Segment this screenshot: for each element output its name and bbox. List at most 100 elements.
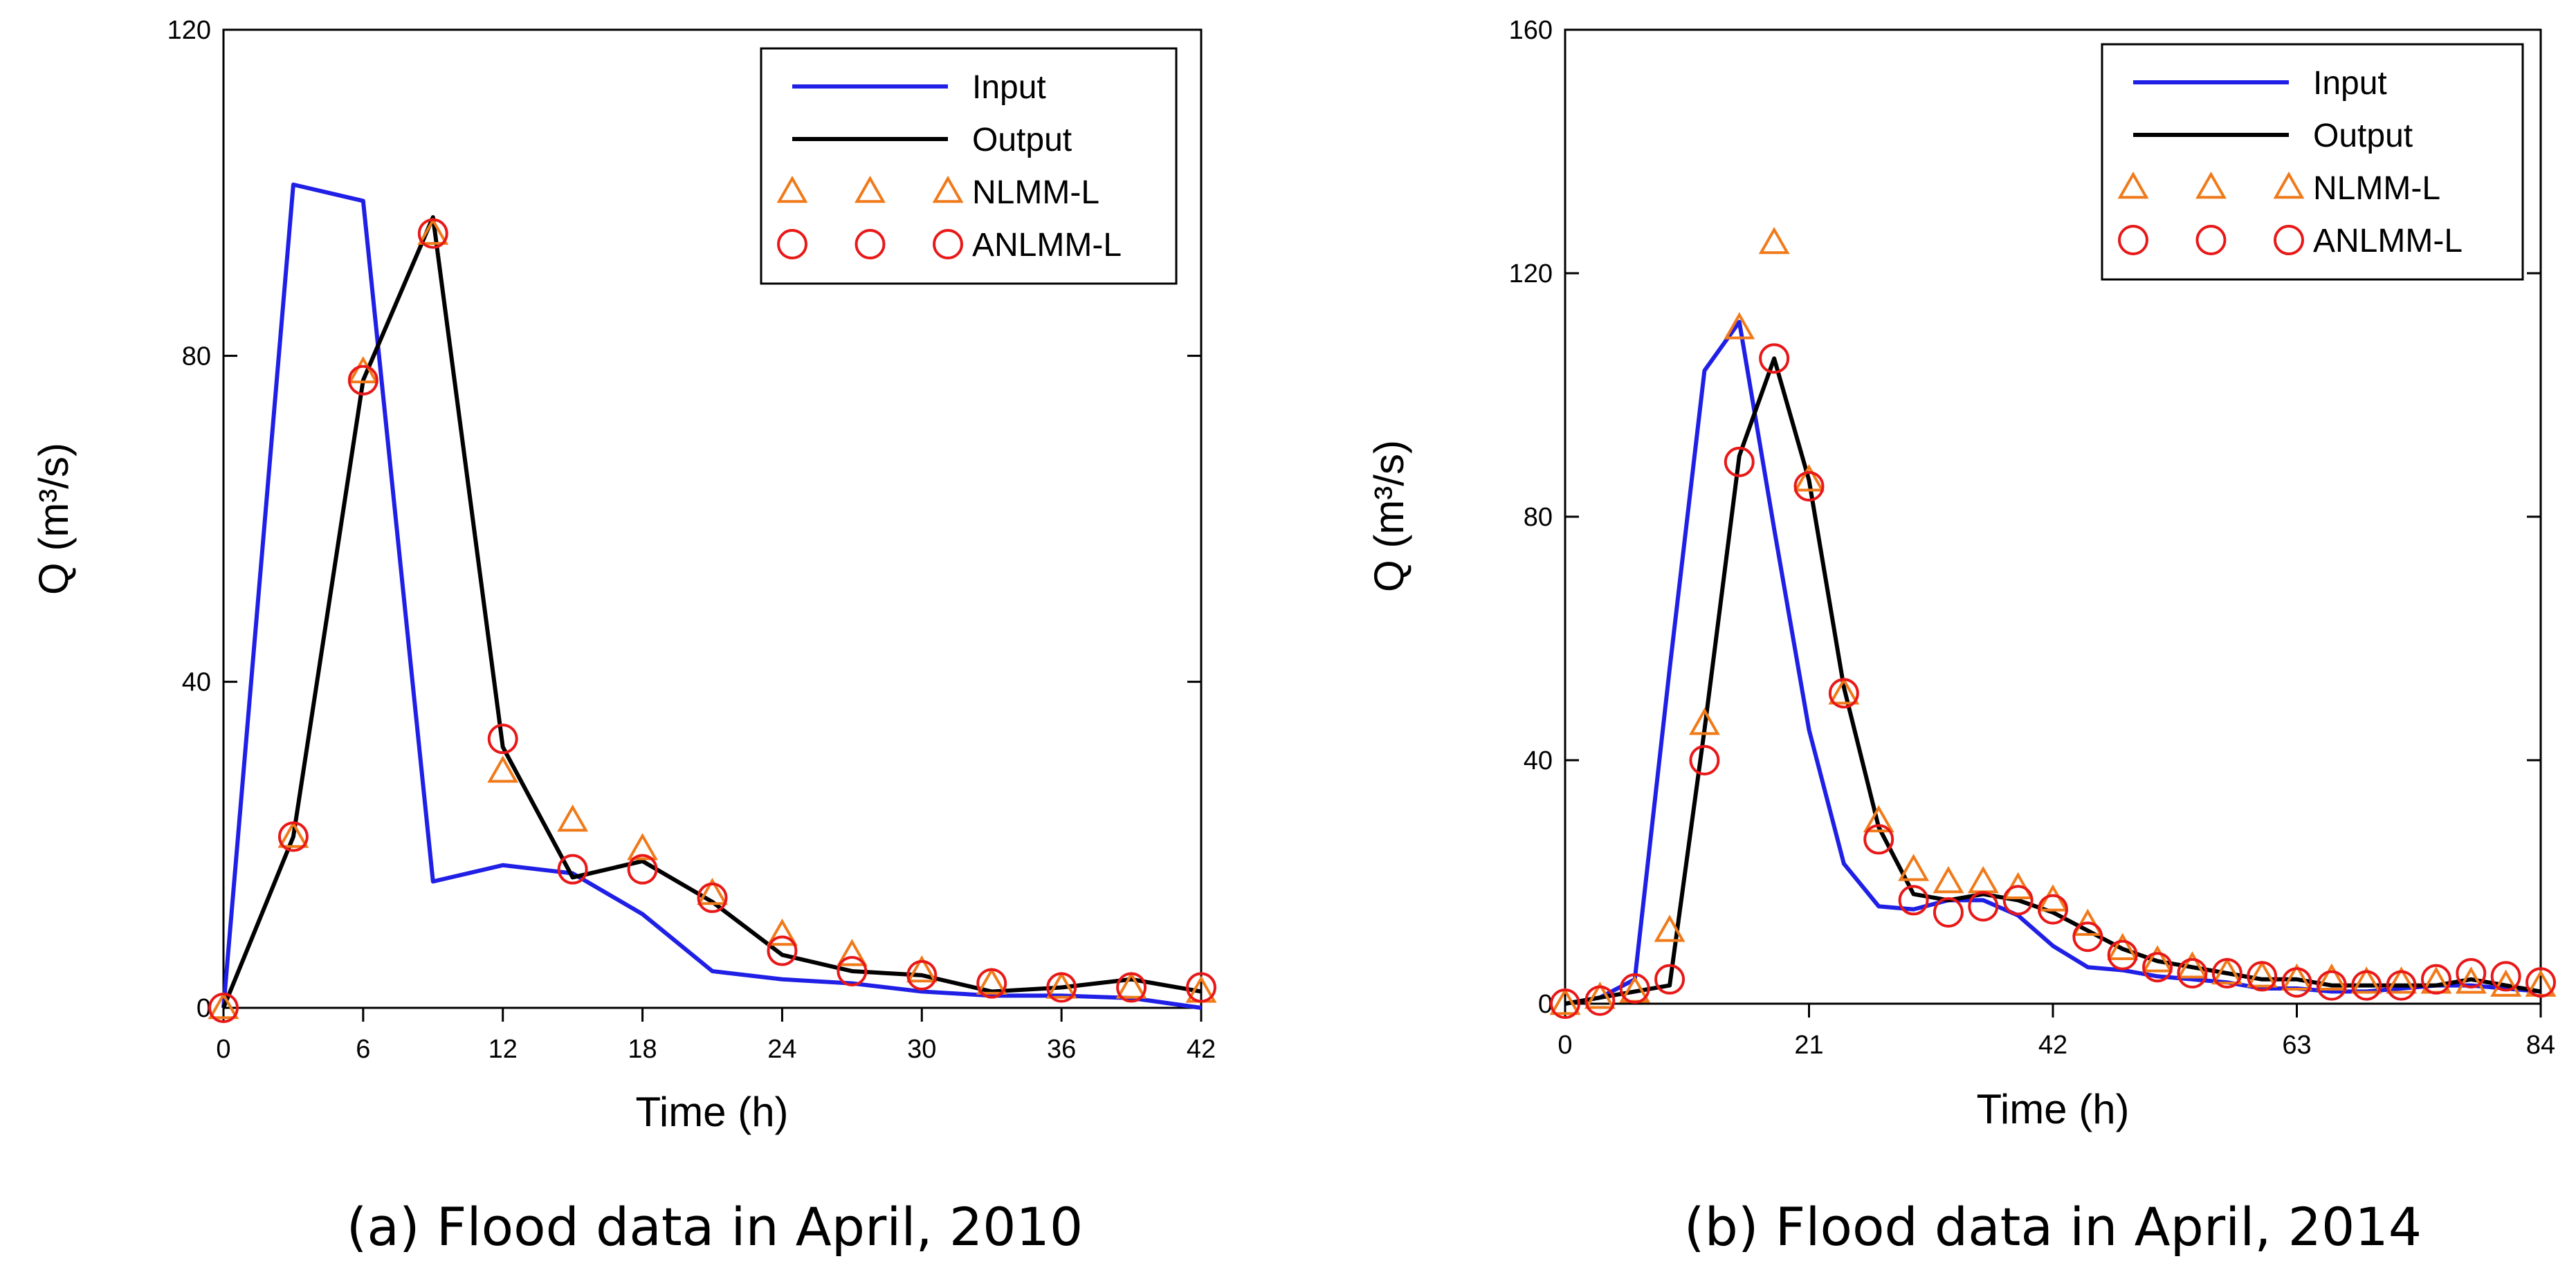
data-point-circle (2247, 961, 2278, 992)
data-point-circle (2107, 939, 2138, 970)
legend-swatch-triangle (776, 175, 808, 203)
data-point-circle (1689, 745, 1720, 775)
series-line (1564, 356, 2541, 1006)
data-point-triangle (2107, 932, 2139, 961)
data-point-circle (2316, 970, 2347, 1001)
legend-swatch-triangle (2195, 171, 2227, 199)
legend-swatch-circle (2274, 225, 2304, 255)
x-tick-label: 0 (216, 1035, 230, 1064)
x-tick-label: 24 (767, 1035, 796, 1064)
y-tick-label: 40 (1524, 746, 1553, 775)
data-point-circle (2351, 970, 2382, 1001)
x-axis-title: Time (h) (635, 1089, 788, 1135)
data-point-circle (2525, 967, 2556, 998)
series-input (221, 182, 1202, 1010)
y-tick-label: 160 (1509, 16, 1553, 45)
data-point-circle (2420, 964, 2451, 995)
y-tick-label: 0 (1538, 990, 1553, 1019)
data-point-circle (417, 218, 448, 249)
x-tick-label: 6 (356, 1035, 370, 1064)
data-point-circle (2038, 894, 2068, 925)
data-point-triangle (1933, 865, 1964, 894)
data-point-triangle (1898, 854, 1930, 881)
legend-label: Output (2313, 118, 2413, 154)
data-point-triangle (557, 804, 589, 832)
legend: Input Output NLMM-L ANLMM-L (760, 47, 1178, 285)
data-point-circle (2281, 967, 2312, 998)
series-anlmm-l (208, 218, 1216, 1023)
data-point-circle (1933, 897, 1964, 928)
data-point-triangle (836, 939, 868, 966)
y-tick-label: 120 (1509, 259, 1553, 288)
data-point-triangle (2350, 966, 2382, 994)
data-point-triangle (2141, 945, 2173, 973)
data-point-triangle (697, 878, 728, 905)
data-point-triangle (2002, 872, 2034, 900)
legend-label: NLMM-L (2313, 170, 2440, 207)
y-tick-label: 40 (182, 668, 211, 697)
legend-swatch-triangle (2117, 171, 2149, 199)
data-point-circle (1619, 973, 1650, 1004)
data-point-circle (627, 854, 658, 885)
legend-swatch-circle (2118, 225, 2148, 255)
legend: Input Output NLMM-L ANLMM-L (2101, 43, 2524, 281)
data-point-circle (347, 365, 378, 396)
data-point-circle (1898, 885, 1929, 916)
series-output (221, 215, 1202, 1009)
data-point-triangle (1724, 312, 1755, 340)
data-point-circle (1046, 972, 1077, 1003)
data-point-triangle (2211, 957, 2243, 985)
series-nlmm-l (1549, 226, 2557, 1015)
data-point-triangle (2246, 960, 2278, 988)
data-point-triangle (1584, 982, 1616, 1009)
data-point-triangle (2072, 908, 2103, 936)
data-point-circle (1116, 972, 1147, 1003)
panel-b: 0 40 80 120 160 0 21 42 63 84 Time (h) Q (m³/s) (b) … (1366, 16, 2557, 1258)
data-point-circle (2386, 970, 2417, 1001)
data-point-circle (767, 935, 798, 966)
data-point-triangle (2490, 969, 2522, 997)
data-point-triangle (2316, 963, 2348, 991)
x-tick-label: 42 (1187, 1035, 1216, 1064)
data-point-circle (2142, 952, 2173, 983)
data-point-circle (2002, 885, 2034, 916)
data-point-triangle (1688, 708, 1720, 735)
legend-item-anlmm-l: ANLMM-L (2118, 223, 2463, 259)
data-point-triangle (1863, 804, 1894, 833)
plot-frame (222, 28, 1203, 1009)
data-point-circle (1584, 985, 1616, 1016)
data-point-triangle (347, 356, 379, 384)
data-point-triangle (1828, 677, 1860, 705)
legend-item-anlmm-l: ANLMM-L (777, 227, 1122, 264)
legend-swatch-circle (2195, 225, 2227, 255)
legend-swatch-circle (777, 229, 807, 259)
data-point-circle (1793, 471, 1825, 502)
series-line (221, 182, 1202, 1010)
y-tick-label: 120 (167, 16, 211, 45)
data-point-circle (906, 959, 938, 991)
data-point-triangle (2386, 966, 2418, 994)
data-point-triangle (1549, 987, 1581, 1015)
x-tick-label: 18 (628, 1035, 657, 1064)
data-point-triangle (976, 967, 1007, 995)
series-output (1564, 356, 2541, 1006)
panel-caption: (b) Flood data in April, 2014 (1684, 1196, 2422, 1258)
legend-label: ANLMM-L (972, 227, 1122, 264)
data-point-circle (1968, 891, 1999, 922)
legend-swatch-triangle (855, 175, 886, 203)
data-point-circle (487, 724, 518, 755)
data-point-triangle (1793, 464, 1825, 492)
y-tick-label: 0 (197, 994, 211, 1023)
data-point-circle (2211, 958, 2242, 988)
legend-label: NLMM-L (972, 174, 1099, 211)
data-point-triangle (1115, 971, 1147, 999)
data-point-circle (1186, 972, 1216, 1003)
legend-swatch-triangle (932, 175, 964, 203)
data-point-triangle (1654, 914, 1686, 942)
series-nlmm-l (208, 217, 1217, 1020)
legend-label: Output (972, 122, 1072, 158)
data-point-circle (697, 882, 728, 913)
data-point-circle (976, 968, 1007, 999)
x-tick-label: 0 (1558, 1031, 1572, 1060)
data-point-circle (208, 993, 239, 1023)
